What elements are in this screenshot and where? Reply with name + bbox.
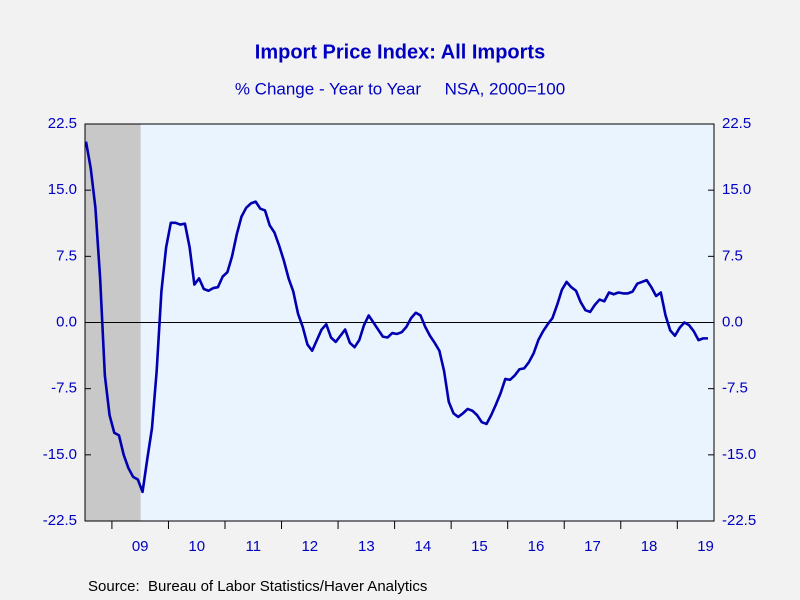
x-tick-label: 16 xyxy=(528,538,545,555)
x-tick-label: 13 xyxy=(358,538,375,555)
x-tick-label: 14 xyxy=(415,538,432,555)
y-tick-label: -15.0 xyxy=(43,446,77,463)
x-tick-label: 19 xyxy=(697,538,714,555)
x-tick-label: 09 xyxy=(132,538,149,555)
y-tick-label: -7.5 xyxy=(51,380,77,397)
y-tick-label: 15.0 xyxy=(48,181,77,198)
x-tick-label: 17 xyxy=(584,538,601,555)
y2-tick-label: 15.0 xyxy=(722,181,751,198)
source-note: Source: Bureau of Labor Statistics/Haver… xyxy=(88,578,427,595)
x-tick-label: 15 xyxy=(471,538,488,555)
y2-tick-label: 22.5 xyxy=(722,115,751,132)
y-tick-label: 7.5 xyxy=(56,247,77,264)
y2-tick-label: 0.0 xyxy=(722,313,743,330)
x-tick-label: 11 xyxy=(245,538,261,555)
x-tick-label: 18 xyxy=(641,538,658,555)
y-tick-label: 0.0 xyxy=(56,313,77,330)
y2-tick-label: 7.5 xyxy=(722,247,743,264)
y2-tick-label: -22.5 xyxy=(722,512,756,529)
x-tick-label: 12 xyxy=(301,538,318,555)
chart-title: Import Price Index: All Imports xyxy=(255,41,545,63)
data-line xyxy=(84,141,708,494)
y2-tick-label: -15.0 xyxy=(722,446,756,463)
x-tick-label: 10 xyxy=(188,538,205,555)
y-tick-label: -22.5 xyxy=(43,512,77,529)
chart-subtitle: % Change - Year to Year NSA, 2000=100 xyxy=(235,79,565,98)
y2-tick-label: -7.5 xyxy=(722,380,748,397)
y-tick-label: 22.5 xyxy=(48,115,77,132)
